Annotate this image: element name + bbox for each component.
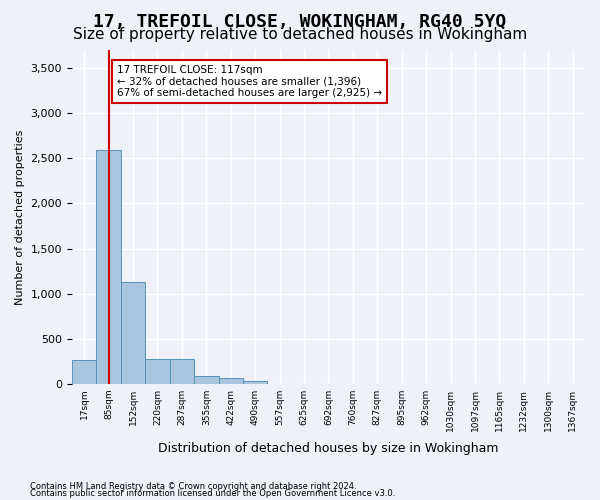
Bar bbox=[170, 358, 194, 384]
Bar bbox=[218, 378, 243, 384]
Bar bbox=[243, 380, 268, 384]
Bar bbox=[194, 376, 218, 384]
X-axis label: Distribution of detached houses by size in Wokingham: Distribution of detached houses by size … bbox=[158, 442, 499, 455]
Bar bbox=[72, 360, 97, 384]
Text: Contains public sector information licensed under the Open Government Licence v3: Contains public sector information licen… bbox=[30, 489, 395, 498]
Bar bbox=[121, 282, 145, 384]
Y-axis label: Number of detached properties: Number of detached properties bbox=[15, 130, 25, 304]
Text: 17, TREFOIL CLOSE, WOKINGHAM, RG40 5YQ: 17, TREFOIL CLOSE, WOKINGHAM, RG40 5YQ bbox=[94, 12, 506, 30]
Bar bbox=[97, 150, 121, 384]
Text: Size of property relative to detached houses in Wokingham: Size of property relative to detached ho… bbox=[73, 28, 527, 42]
Text: 17 TREFOIL CLOSE: 117sqm
← 32% of detached houses are smaller (1,396)
67% of sem: 17 TREFOIL CLOSE: 117sqm ← 32% of detach… bbox=[117, 65, 382, 98]
Bar bbox=[145, 358, 170, 384]
Text: Contains HM Land Registry data © Crown copyright and database right 2024.: Contains HM Land Registry data © Crown c… bbox=[30, 482, 356, 491]
